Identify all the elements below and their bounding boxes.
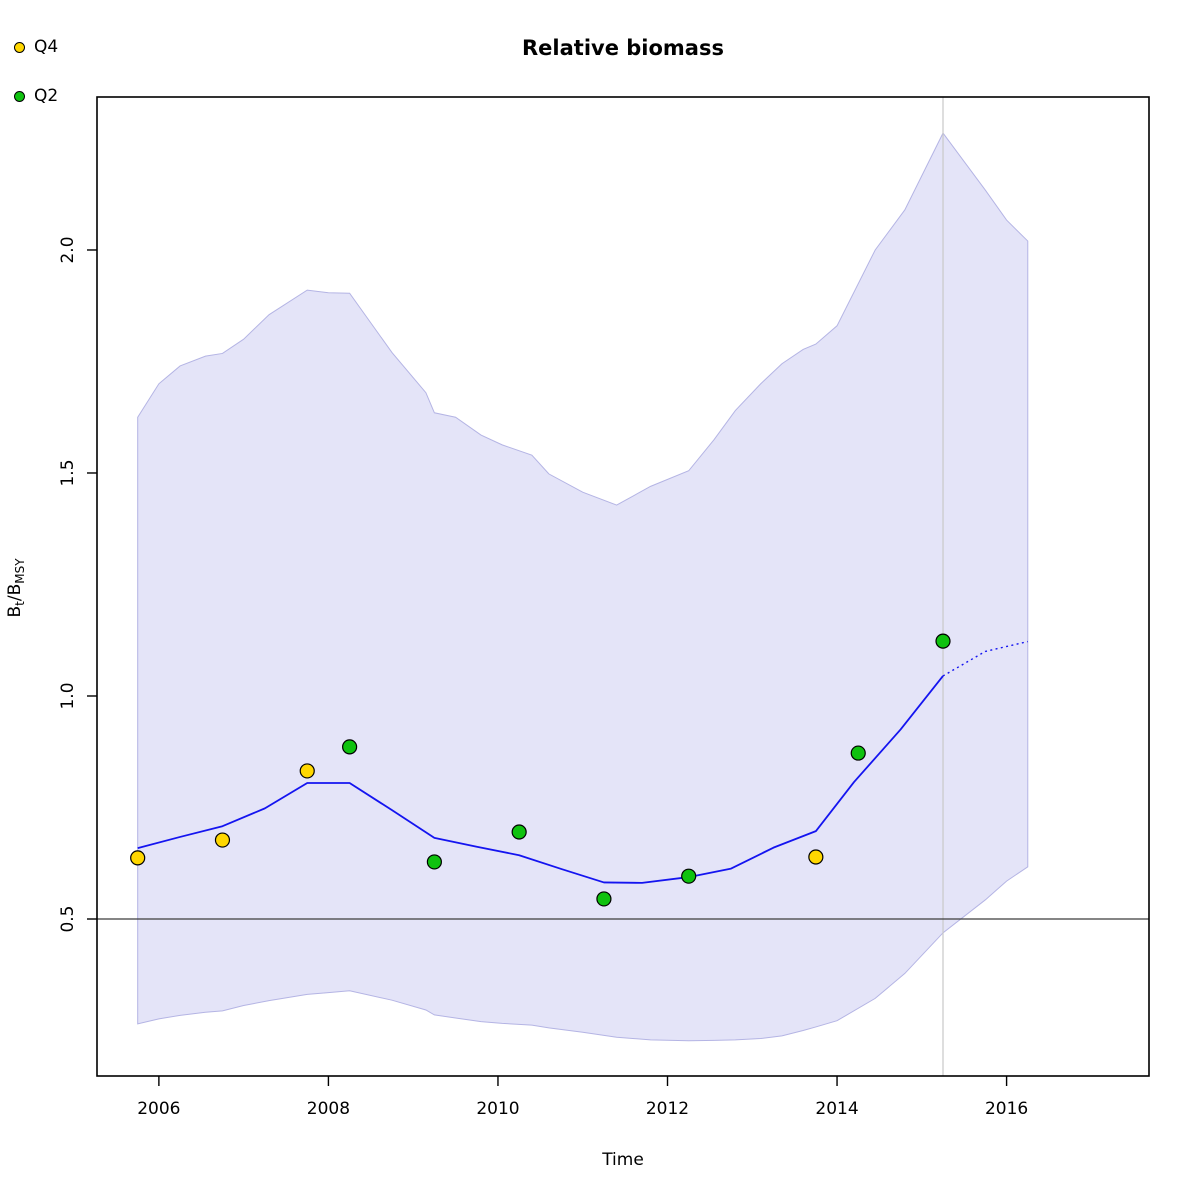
x-tick-label: 2006: [137, 1099, 180, 1119]
y-tick-label: 0.5: [58, 905, 78, 932]
q2-point: [426, 854, 442, 870]
x-tick-label: 2008: [307, 1099, 350, 1119]
median-line: [137, 675, 944, 884]
q4-point: [299, 763, 315, 779]
q2-point: [935, 633, 951, 649]
q2-point: [342, 739, 358, 755]
legend-label-q2: Q2: [34, 86, 59, 106]
q2-point: [511, 824, 527, 840]
y-axis-label: Bt/BMSY: [4, 558, 28, 618]
legend-item-q2: Q2: [14, 83, 58, 109]
y-tick-label: 1.0: [58, 682, 78, 709]
legend: Q4 Q2: [14, 34, 58, 132]
x-tick-label: 2010: [476, 1099, 519, 1119]
q2-point: [681, 868, 697, 884]
q4-legend-dot-icon: [14, 41, 25, 53]
q4-point: [130, 850, 146, 866]
median-forecast-line: [942, 640, 1028, 677]
x-tick-label: 2016: [985, 1099, 1028, 1119]
legend-item-q4: Q4: [14, 34, 58, 60]
q4-point: [214, 832, 231, 848]
q4-point: [808, 849, 824, 865]
y-tick-label: 1.5: [58, 459, 78, 486]
legend-label-q4: Q4: [34, 37, 59, 57]
y-tick-label: 2.0: [58, 236, 78, 263]
q2-legend-dot-icon: [14, 90, 25, 102]
chart-title: Relative biomass: [522, 36, 724, 60]
q2-point: [596, 891, 612, 907]
plot-border: [96, 96, 1150, 1077]
q2-point: [850, 745, 866, 761]
x-tick-label: 2014: [815, 1099, 858, 1119]
x-axis-label: Time: [602, 1150, 644, 1170]
x-tick-label: 2012: [646, 1099, 689, 1119]
confidence-band: [137, 132, 1029, 1042]
